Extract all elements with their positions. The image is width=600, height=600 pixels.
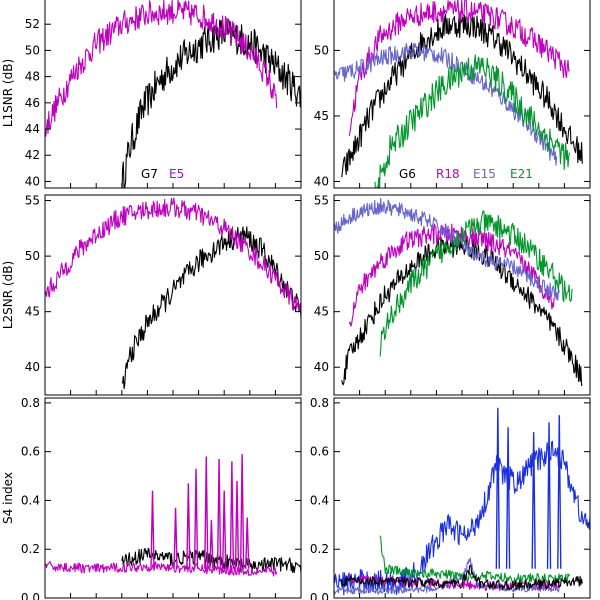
series-line-4 <box>379 210 573 357</box>
spike-4 <box>193 468 199 569</box>
y-tick-label: 0.0 <box>310 591 329 600</box>
spike-8 <box>222 490 227 569</box>
series-line-3 <box>334 42 558 166</box>
y-tick-label: 0.4 <box>310 493 329 507</box>
y-tick-label: 52 <box>25 17 40 31</box>
series-line-2 <box>348 0 570 136</box>
spike-11 <box>239 454 245 569</box>
spike-4 <box>546 422 552 569</box>
series-line-5 <box>341 564 583 591</box>
series-line-2 <box>348 223 555 327</box>
panel-top-right: 40 45 50 G6 R18 E15 E21 <box>314 0 591 189</box>
series-line-2 <box>45 561 278 577</box>
y-tick-label: 40 <box>314 174 329 188</box>
spike-9 <box>229 461 235 569</box>
y-tick-label: 0.0 <box>21 591 40 600</box>
y-tick-label: 45 <box>314 109 329 123</box>
series-line-3 <box>334 198 560 301</box>
series-line-2 <box>45 197 301 313</box>
panel-bottom-right: 0.0 0.2 0.4 0.6 0.8 <box>310 396 591 600</box>
y-tick-label: 48 <box>25 70 40 84</box>
y-axis-label: S4 index <box>1 472 15 524</box>
panel-frame <box>44 194 302 396</box>
y-tick-label: 0.8 <box>21 396 40 410</box>
series-line-1 <box>121 19 301 188</box>
y-tick-label: 0.2 <box>310 542 329 556</box>
legend-entry: G7 <box>141 167 158 181</box>
series-line-1 <box>341 234 583 386</box>
plot-area <box>45 197 301 390</box>
y-tick-label: 42 <box>25 148 40 162</box>
y-tick-label: 50 <box>25 249 40 263</box>
spike-7 <box>216 458 222 569</box>
legend-entry: E15 <box>473 167 496 181</box>
plot-area <box>334 407 590 596</box>
y-tick-label: 50 <box>25 43 40 57</box>
series-line-1 <box>334 440 590 596</box>
y-tick-label: 45 <box>314 305 329 319</box>
y-axis-label: L1SNR (dB) <box>1 59 15 127</box>
legend-entry: G6 <box>399 167 416 181</box>
panel-middle-right: 40 45 50 55 <box>314 194 591 396</box>
legend-entry: E21 <box>510 167 533 181</box>
y-tick-label: 0.6 <box>21 445 40 459</box>
y-tick-label: 40 <box>25 360 40 374</box>
y-tick-label: 0.4 <box>21 493 40 507</box>
spike-10 <box>234 480 240 569</box>
y-tick-label: 55 <box>314 194 329 208</box>
y-axis-label: L2SNR (dB) <box>1 261 15 329</box>
y-tick-label: 46 <box>25 96 40 110</box>
y-tick-label: 0.8 <box>310 396 329 410</box>
panel-frame <box>333 0 591 189</box>
panel-middle-left: 40 45 50 55 L2SNR (dB) <box>1 194 302 396</box>
series-line-1 <box>341 13 583 178</box>
plot-area <box>334 198 583 386</box>
panel-frame <box>44 0 302 189</box>
plot-area <box>334 0 583 188</box>
plot-area <box>45 0 301 188</box>
spike-5 <box>557 415 562 569</box>
spike-3 <box>531 432 536 569</box>
plot-area <box>45 454 301 577</box>
y-tick-label: 40 <box>25 174 40 188</box>
spike-2 <box>505 427 511 569</box>
series-line-4 <box>374 54 571 188</box>
y-tick-label: 40 <box>314 360 329 374</box>
y-tick-label: 50 <box>314 249 329 263</box>
y-tick-label: 0.6 <box>310 445 329 459</box>
series-line-1 <box>121 226 301 390</box>
y-tick-label: 44 <box>25 122 40 136</box>
spike-2 <box>173 507 178 569</box>
legend-entry: R18 <box>436 167 460 181</box>
legend-entry: E5 <box>169 167 184 181</box>
spike-5 <box>204 456 209 569</box>
y-tick-label: 55 <box>25 194 40 208</box>
y-tick-label: 50 <box>314 43 329 57</box>
spike-12 <box>245 517 250 569</box>
y-tick-label: 45 <box>25 305 40 319</box>
spike-1 <box>150 490 155 569</box>
panel-top-left: 40 42 44 46 48 50 52 L1SNR (dB) G7 E5 <box>1 0 302 189</box>
y-tick-label: 0.2 <box>21 542 40 556</box>
series-line-2 <box>45 0 278 137</box>
panel-bottom-left: 0.0 0.2 0.4 0.6 0.8 S4 index <box>1 396 302 600</box>
panel-frame <box>333 397 591 599</box>
spike-6 <box>209 519 214 569</box>
spike-3 <box>186 483 191 569</box>
spike-1 <box>495 407 501 569</box>
